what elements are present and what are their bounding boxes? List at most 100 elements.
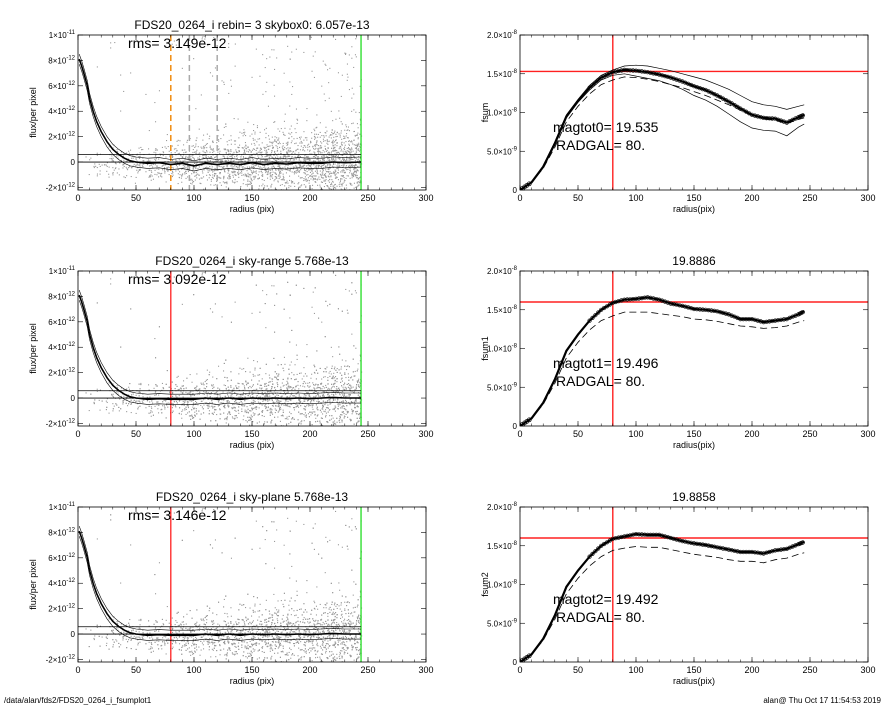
scatter-point xyxy=(251,157,253,159)
scatter-point xyxy=(295,439,296,440)
scatter-point xyxy=(147,161,149,163)
scatter-point xyxy=(140,146,142,148)
scatter-point xyxy=(355,186,357,188)
scatter-point xyxy=(313,164,315,166)
scatter-point xyxy=(359,162,361,164)
scatter-point xyxy=(337,179,339,181)
scatter-point xyxy=(259,149,261,151)
scatter-point xyxy=(309,175,311,177)
scatter-point xyxy=(219,408,221,410)
scatter-point xyxy=(285,155,287,157)
scatter-point xyxy=(175,148,177,150)
scatter-point xyxy=(238,147,240,149)
scatter-point xyxy=(317,386,319,388)
scatter-point xyxy=(347,126,349,128)
scatter-point xyxy=(290,394,292,396)
scatter-point xyxy=(231,390,233,392)
scatter-point xyxy=(122,401,124,403)
scatter-point xyxy=(272,177,274,179)
scatter-point xyxy=(286,387,288,389)
scatter-point xyxy=(274,416,276,418)
scatter-point xyxy=(162,169,164,171)
scatter-point xyxy=(210,156,212,158)
scatter-point xyxy=(108,166,110,168)
scatter-point xyxy=(181,67,183,69)
scatter-point xyxy=(289,395,291,397)
scatter-point xyxy=(301,184,303,186)
scatter-point xyxy=(344,136,346,138)
scatter-point xyxy=(283,72,285,74)
scatter-point xyxy=(190,395,192,397)
scatter-point xyxy=(151,171,153,173)
scatter-point xyxy=(99,170,101,172)
scatter-point xyxy=(126,168,128,170)
scatter-point xyxy=(315,168,317,170)
scatter-point xyxy=(330,418,332,420)
scatter-point xyxy=(281,159,283,161)
scatter-point xyxy=(264,165,266,167)
scatter-point xyxy=(116,391,118,393)
scatter-point xyxy=(228,169,230,171)
scatter-point xyxy=(187,171,189,173)
scatter-point xyxy=(349,182,351,184)
scatter-point xyxy=(166,134,168,136)
scatter-point xyxy=(274,408,276,410)
scatter-point xyxy=(276,158,278,160)
scatter-point xyxy=(319,151,321,153)
scatter-point xyxy=(331,424,333,426)
scatter-point xyxy=(332,145,334,147)
scatter-point xyxy=(261,387,263,389)
scatter-point xyxy=(241,408,243,410)
scatter-point xyxy=(94,163,96,165)
scatter-point xyxy=(210,148,212,150)
scatter-point xyxy=(255,48,257,50)
scatter-point xyxy=(168,150,170,152)
scatter-point xyxy=(103,164,105,166)
scatter-point xyxy=(246,150,248,152)
scatter-point xyxy=(274,159,276,161)
scatter-point xyxy=(219,396,221,398)
scatter-point xyxy=(251,403,253,405)
scatter-point xyxy=(175,384,177,386)
scatter-point xyxy=(331,383,333,385)
scatter-point xyxy=(260,193,261,194)
scatter-point xyxy=(287,388,289,390)
scatter-point xyxy=(165,417,167,419)
scatter-point xyxy=(333,150,335,152)
scatter-point xyxy=(276,177,278,179)
scatter-point xyxy=(355,168,357,170)
scatter-point xyxy=(136,154,138,156)
scatter-point xyxy=(212,174,214,176)
scatter-point xyxy=(143,163,145,165)
scatter-point xyxy=(316,387,318,389)
scatter-point xyxy=(357,181,359,183)
scatter-point xyxy=(329,173,331,175)
scatter-point xyxy=(228,178,230,180)
scatter-point xyxy=(251,173,253,175)
scatter-point xyxy=(271,380,273,382)
scatter-point xyxy=(244,396,246,398)
scatter-point xyxy=(280,386,282,388)
series-line-thin xyxy=(520,64,805,190)
series-marker xyxy=(761,115,766,120)
scatter-point xyxy=(193,157,195,159)
scatter-point xyxy=(213,411,215,413)
scatter-point xyxy=(219,172,221,174)
scatter-point xyxy=(335,133,337,135)
scatter-point xyxy=(336,185,338,187)
scatter-point xyxy=(106,165,108,167)
scatter-point xyxy=(156,385,158,387)
scatter-point xyxy=(252,137,254,139)
scatter-point xyxy=(202,399,204,401)
scatter-point xyxy=(240,157,242,159)
scatter-point xyxy=(287,156,289,158)
scatter-point xyxy=(335,177,337,179)
scatter-point xyxy=(315,147,317,149)
scatter-point xyxy=(265,132,267,134)
scatter-point xyxy=(160,409,162,411)
scatter-point xyxy=(181,174,183,176)
scatter-point xyxy=(354,147,356,149)
scatter-point xyxy=(331,393,333,395)
scatter-point xyxy=(282,157,284,159)
scatter-point xyxy=(347,386,349,388)
